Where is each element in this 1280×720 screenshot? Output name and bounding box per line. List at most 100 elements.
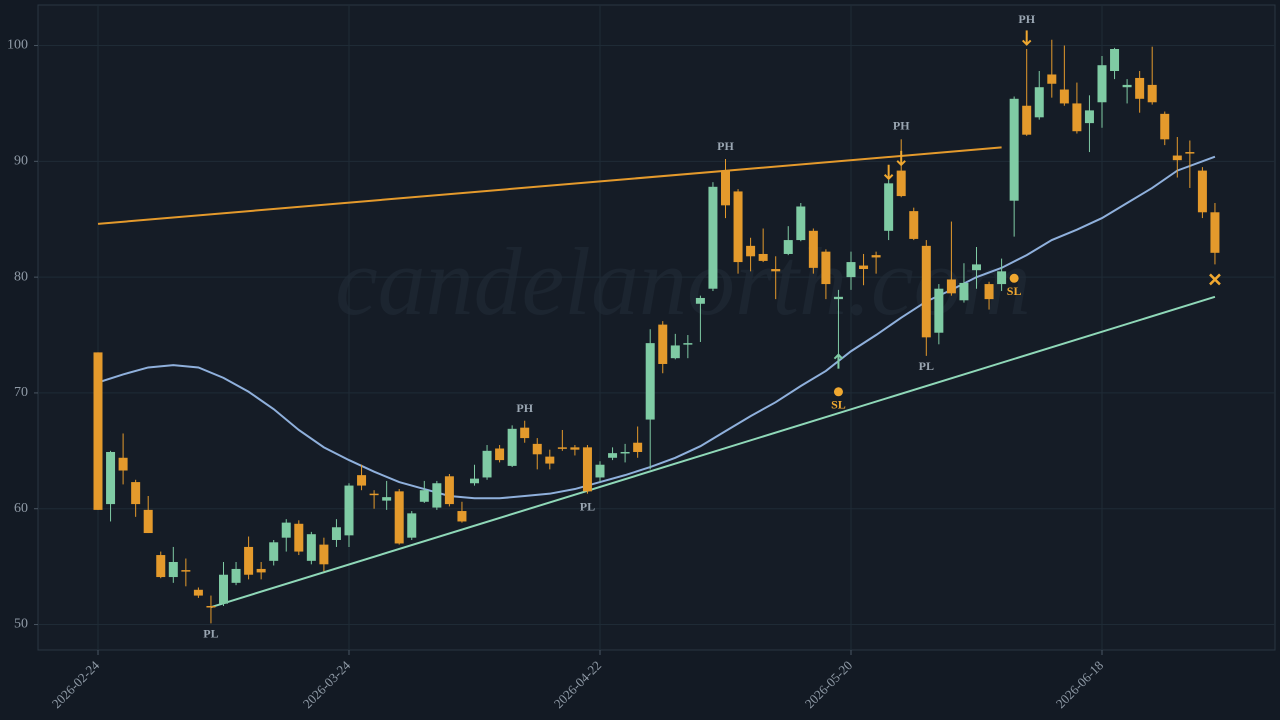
candle-body bbox=[1072, 103, 1082, 132]
candle-body bbox=[645, 343, 655, 420]
candle-body bbox=[934, 288, 944, 333]
candle-body bbox=[683, 343, 693, 345]
candle-body bbox=[570, 447, 580, 450]
candle-body bbox=[746, 245, 756, 257]
y-tick-label: 70 bbox=[14, 385, 28, 400]
trend-line bbox=[210, 295, 1216, 609]
stop-label: SL bbox=[1007, 284, 1022, 298]
candle-body bbox=[394, 491, 404, 544]
candle-body bbox=[118, 457, 128, 471]
candle-body bbox=[821, 251, 831, 285]
trend-line bbox=[97, 146, 1002, 225]
candle-body bbox=[608, 453, 618, 458]
candle-body bbox=[294, 523, 304, 552]
candle-body bbox=[407, 513, 417, 538]
candle-body bbox=[633, 442, 643, 452]
candle-body bbox=[1059, 89, 1069, 104]
candle-body bbox=[419, 490, 429, 502]
candle-body bbox=[281, 522, 291, 538]
candle-body bbox=[1172, 155, 1182, 161]
candle-body bbox=[444, 476, 454, 505]
candle-body bbox=[495, 448, 505, 461]
stop-label: SL bbox=[831, 398, 846, 412]
candle-body bbox=[695, 297, 705, 304]
candle-body bbox=[507, 428, 517, 466]
candle-body bbox=[306, 534, 316, 561]
candle-body bbox=[457, 511, 467, 522]
candle-body bbox=[833, 296, 843, 300]
candle-body bbox=[582, 447, 592, 492]
signal-arrow bbox=[896, 150, 906, 167]
y-tick-label: 60 bbox=[14, 501, 28, 516]
candle-body bbox=[193, 589, 203, 596]
candle-body bbox=[620, 451, 630, 454]
signal-arrow bbox=[1021, 30, 1032, 46]
signal-arrow bbox=[883, 164, 894, 181]
candle-body bbox=[520, 427, 530, 439]
candle-body bbox=[1185, 152, 1195, 154]
candle-body bbox=[331, 527, 341, 540]
candle-body bbox=[357, 475, 367, 486]
pivot-label: PH bbox=[516, 401, 533, 415]
pivot-label: PH bbox=[893, 118, 910, 132]
candle-body bbox=[344, 485, 354, 536]
candle-body bbox=[1009, 98, 1019, 201]
candle-body bbox=[921, 245, 931, 338]
candle-body bbox=[482, 450, 492, 478]
candle-body bbox=[1122, 84, 1132, 88]
candle-body bbox=[168, 561, 178, 578]
candle-body bbox=[1110, 49, 1120, 72]
pivot-label: PL bbox=[919, 359, 934, 373]
y-tick-label: 80 bbox=[14, 269, 28, 284]
y-tick-label: 90 bbox=[14, 154, 28, 169]
candle-body bbox=[206, 605, 216, 608]
candle-body bbox=[1147, 84, 1157, 103]
arrow-part bbox=[833, 353, 844, 360]
candle-body bbox=[871, 255, 881, 258]
candle-body bbox=[256, 568, 266, 573]
candle-body bbox=[1210, 212, 1220, 253]
candle-body bbox=[1097, 65, 1107, 103]
candle-body bbox=[181, 570, 191, 572]
candle-body bbox=[244, 546, 254, 575]
candle-body bbox=[708, 186, 718, 289]
candle-body bbox=[156, 555, 166, 578]
arrow-part bbox=[883, 174, 894, 181]
candle-body bbox=[796, 206, 806, 241]
candle-body bbox=[532, 443, 542, 455]
signal-arrow bbox=[833, 353, 844, 369]
candle-body bbox=[1022, 105, 1032, 135]
candle-body bbox=[106, 451, 116, 505]
candle-body bbox=[997, 271, 1007, 285]
stop-marker bbox=[1009, 273, 1019, 283]
stop-marker bbox=[833, 387, 843, 397]
pivot-label: PL bbox=[203, 627, 218, 641]
candle-body bbox=[269, 542, 279, 561]
candle-body bbox=[131, 482, 141, 505]
candle-body bbox=[946, 279, 956, 294]
candle-body bbox=[658, 324, 668, 364]
candle-body bbox=[557, 447, 567, 449]
candle-body bbox=[733, 191, 743, 263]
candle-body bbox=[984, 284, 994, 300]
candle-body bbox=[721, 170, 730, 206]
candle-body bbox=[1047, 74, 1057, 84]
pivot-label: PH bbox=[1018, 12, 1035, 26]
watermark: candelanorth.com bbox=[335, 228, 1031, 335]
pivot-label: PH bbox=[717, 139, 734, 153]
candle-body bbox=[1084, 110, 1094, 124]
candle-body bbox=[959, 282, 969, 301]
candle-body bbox=[771, 269, 781, 272]
candle-body bbox=[1135, 77, 1145, 99]
candle-body bbox=[1160, 113, 1170, 140]
candle-body bbox=[369, 493, 379, 496]
candle-body bbox=[972, 264, 981, 271]
candle-body bbox=[382, 497, 392, 501]
y-tick-label: 100 bbox=[7, 38, 28, 53]
candle-body bbox=[758, 253, 768, 261]
exit-marker bbox=[1209, 273, 1221, 286]
candle-body bbox=[846, 262, 856, 278]
candle-body bbox=[432, 483, 442, 508]
candle-body bbox=[319, 544, 329, 565]
candle-body bbox=[470, 478, 479, 484]
